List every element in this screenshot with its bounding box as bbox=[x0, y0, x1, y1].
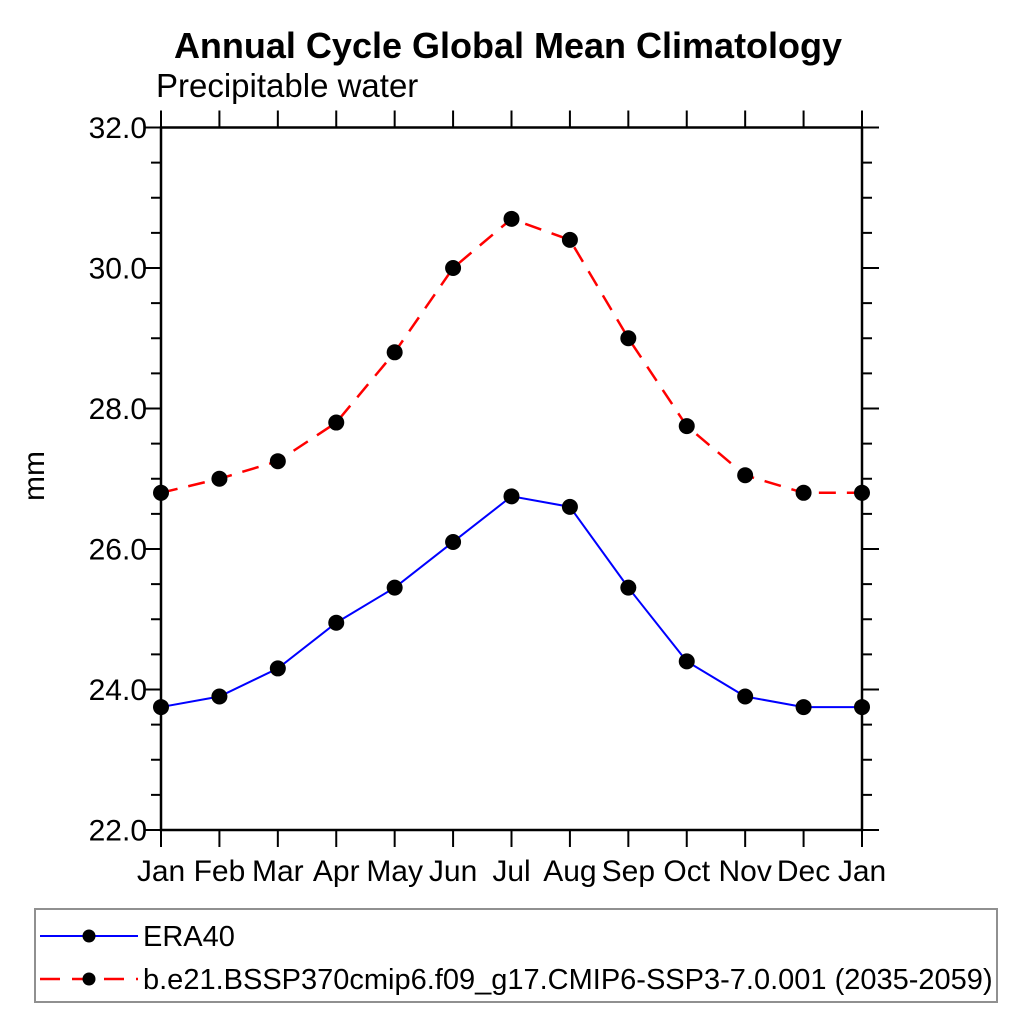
data-point-marker bbox=[269, 453, 286, 470]
data-point-marker bbox=[678, 653, 695, 670]
legend-marker-dot-icon bbox=[82, 929, 96, 943]
x-tick-label: Mar bbox=[252, 855, 304, 888]
x-tick-label: Oct bbox=[663, 855, 710, 888]
data-point-marker bbox=[445, 533, 462, 550]
data-point-marker bbox=[737, 688, 754, 705]
data-series-layer bbox=[153, 210, 870, 716]
x-tick-label: Sep bbox=[602, 855, 655, 888]
x-tick-label: Jun bbox=[429, 855, 477, 888]
series-line-0 bbox=[160, 495, 862, 709]
x-tick-label: Dec bbox=[777, 855, 830, 888]
legend-entry-era40: ERA40 bbox=[40, 921, 235, 953]
data-point-marker bbox=[795, 699, 812, 716]
data-point-marker bbox=[620, 579, 637, 596]
y-tick-label: 32.0 bbox=[89, 112, 147, 145]
data-point-marker bbox=[795, 484, 812, 501]
data-point-marker bbox=[328, 414, 345, 431]
y-tick-label: 22.0 bbox=[89, 815, 147, 848]
data-point-marker bbox=[620, 330, 637, 347]
data-point-marker bbox=[211, 688, 228, 705]
x-tick-label: Jan bbox=[137, 855, 185, 888]
legend-label-model: b.e21.BSSP370cmip6.f09_g17.CMIP6-SSP3-7.… bbox=[143, 964, 993, 996]
data-point-marker bbox=[211, 470, 228, 487]
data-point-marker bbox=[854, 484, 870, 501]
legend: ERA40 b.e21.BSSP370cmip6.f09_g17.CMIP6-S… bbox=[34, 908, 998, 1003]
legend-label-era40: ERA40 bbox=[143, 921, 235, 953]
data-point-marker bbox=[153, 484, 169, 501]
data-point-marker bbox=[737, 467, 754, 484]
y-tick-label: 28.0 bbox=[89, 393, 147, 426]
plot-frame bbox=[159, 126, 864, 832]
chart-subtitle: Precipitable water bbox=[156, 67, 418, 104]
x-tick-label: Feb bbox=[194, 855, 246, 888]
data-point-marker bbox=[328, 614, 345, 631]
legend-marker-dot-icon bbox=[82, 972, 96, 986]
y-tick-label: 26.0 bbox=[89, 534, 147, 567]
data-point-marker bbox=[153, 699, 169, 716]
data-point-marker bbox=[503, 210, 520, 227]
data-point-marker bbox=[386, 344, 403, 361]
x-tick-label: Jan bbox=[838, 855, 886, 888]
data-point-marker bbox=[561, 498, 578, 515]
data-point-marker bbox=[854, 699, 870, 716]
legend-entry-model: b.e21.BSSP370cmip6.f09_g17.CMIP6-SSP3-7.… bbox=[40, 964, 993, 996]
data-point-marker bbox=[678, 418, 695, 435]
x-tick-label: May bbox=[366, 855, 423, 888]
chart-title: Annual Cycle Global Mean Climatology bbox=[174, 25, 842, 66]
x-tick-label: Apr bbox=[313, 855, 360, 888]
x-tick-label: Jul bbox=[492, 855, 530, 888]
data-point-marker bbox=[269, 660, 286, 677]
plot-axes: Jan Feb Mar Apr May Jun Jul Aug Sep Oct Nov Dec Jan2… bbox=[89, 110, 886, 888]
data-point-marker bbox=[503, 488, 520, 505]
y-tick-label: 24.0 bbox=[89, 674, 147, 707]
y-axis-label: mm bbox=[18, 451, 51, 501]
series-line-1 bbox=[160, 217, 862, 495]
x-tick-label: Nov bbox=[718, 855, 771, 888]
data-point-marker bbox=[386, 579, 403, 596]
y-tick-label: 30.0 bbox=[89, 253, 147, 286]
data-point-marker bbox=[445, 260, 462, 276]
legend-box bbox=[34, 908, 998, 1003]
x-tick-label: Aug bbox=[543, 855, 596, 888]
data-point-marker bbox=[561, 231, 578, 248]
